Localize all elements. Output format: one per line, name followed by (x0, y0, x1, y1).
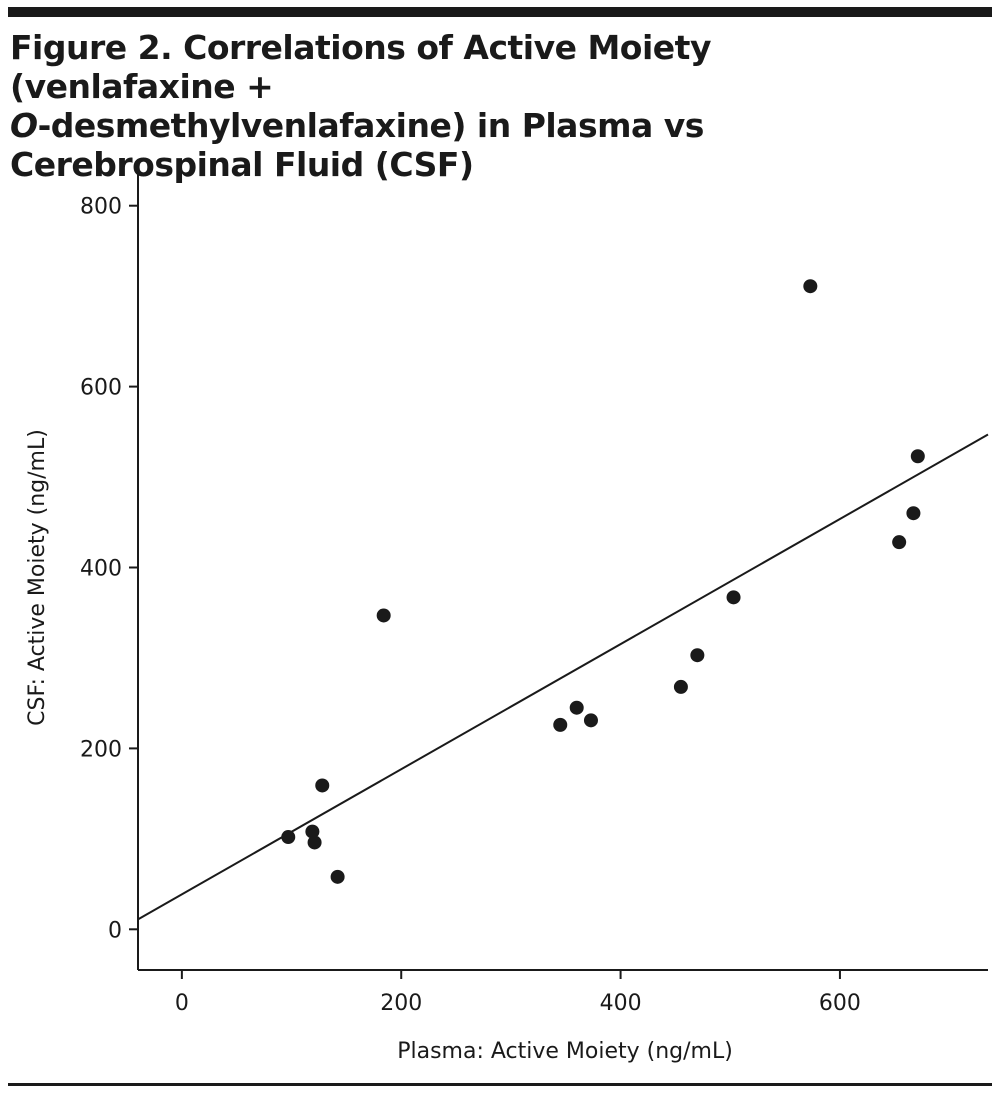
chart-axes (137, 165, 988, 971)
x-tick-label: 200 (380, 991, 422, 1016)
data-point (803, 279, 818, 294)
x-tick-label: 400 (600, 991, 642, 1016)
y-tick-label: 400 (80, 557, 122, 582)
title-line-2-text: -desmethylvenlafaxine) in Plasma vs (37, 106, 705, 145)
x-tick-label: 0 (175, 991, 189, 1016)
y-axis-label: CSF: Active Moiety (ng/mL) (25, 429, 50, 726)
data-point (281, 830, 296, 845)
y-tick-label: 800 (80, 195, 122, 220)
y-tick-label: 200 (80, 737, 122, 762)
x-tick-label: 600 (819, 991, 861, 1016)
data-point (330, 869, 345, 884)
data-point (305, 824, 320, 839)
bottom-rule (8, 1083, 992, 1086)
y-tick-label: 0 (108, 918, 122, 943)
data-point (553, 717, 568, 732)
title-line-2: O-desmethylvenlafaxine) in Plasma vs (10, 106, 910, 145)
data-point (307, 835, 322, 850)
data-point (910, 449, 925, 464)
data-point (376, 608, 391, 623)
data-point (583, 713, 598, 728)
fit-line (137, 433, 989, 921)
data-point (690, 648, 705, 663)
title-line-1: Figure 2. Correlations of Active Moiety … (10, 28, 711, 106)
data-point (726, 590, 741, 605)
fit-line-group (137, 433, 989, 921)
x-axis-label: Plasma: Active Moiety (ng/mL) (397, 1039, 733, 1064)
chart-ticks: 0 200 400 600 0 200 400 600 800 (80, 195, 861, 1016)
y-tick-label: 600 (80, 376, 122, 401)
figure-title: Figure 2. Correlations of Active Moiety … (10, 28, 910, 184)
top-rule (8, 7, 992, 17)
title-italic-prefix: O (10, 106, 38, 145)
data-point (569, 700, 584, 715)
data-points (281, 279, 925, 884)
data-point (315, 778, 330, 793)
data-point (673, 679, 688, 694)
data-point (906, 506, 921, 521)
data-point (892, 535, 907, 550)
title-line-3: Cerebrospinal Fluid (CSF) (10, 145, 474, 184)
